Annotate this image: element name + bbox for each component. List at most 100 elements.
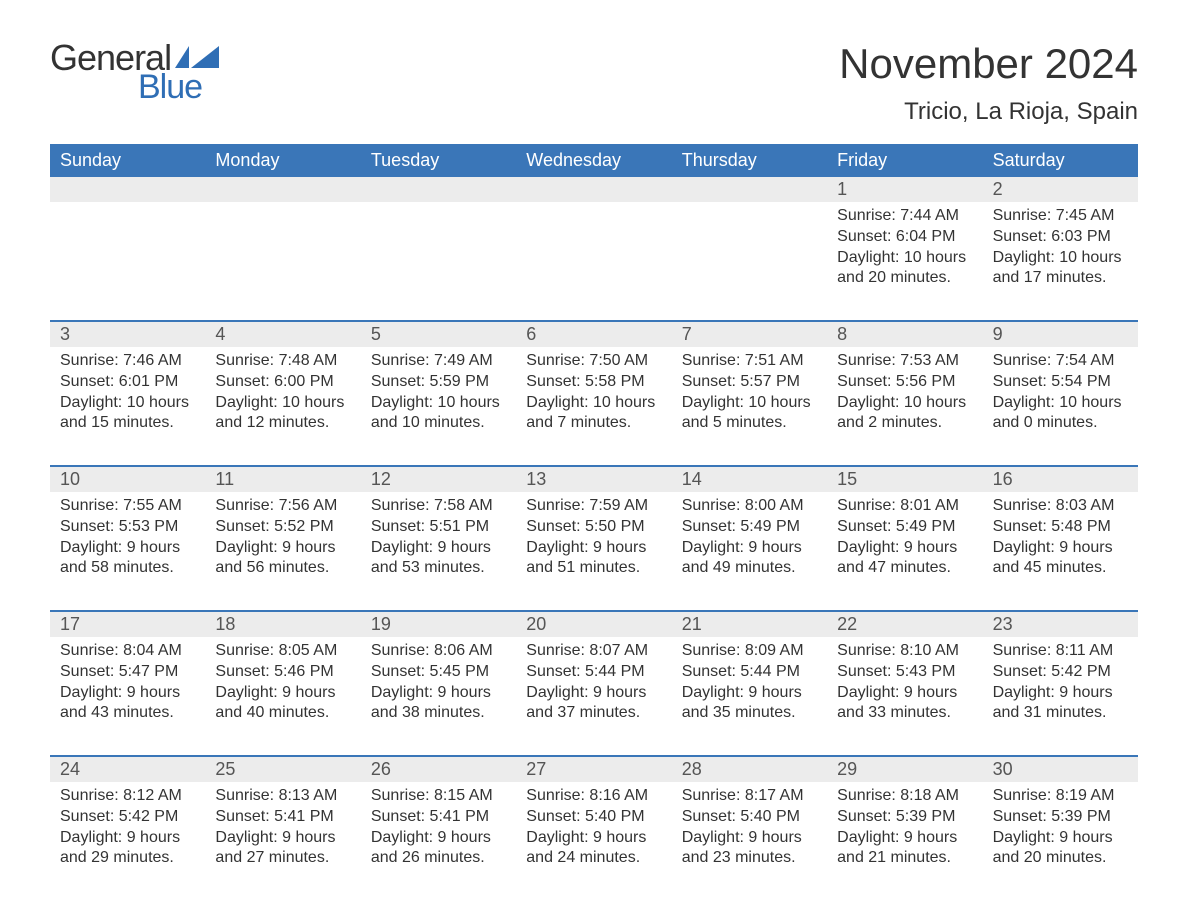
calendar-week: 12Sunrise: 7:44 AMSunset: 6:04 PMDayligh…: [50, 177, 1138, 302]
day-number: 9: [983, 322, 1138, 347]
day-cell: Sunrise: 8:16 AMSunset: 5:40 PMDaylight:…: [516, 782, 671, 875]
day-detail-line: Daylight: 9 hours: [526, 683, 661, 704]
day-number: [205, 177, 360, 202]
day-detail-line: Sunrise: 8:10 AM: [837, 641, 972, 662]
day-detail-line: Daylight: 9 hours: [837, 683, 972, 704]
day-content-row: Sunrise: 7:46 AMSunset: 6:01 PMDaylight:…: [50, 347, 1138, 447]
day-detail-line: and 37 minutes.: [526, 703, 661, 724]
day-detail-line: Sunset: 5:56 PM: [837, 372, 972, 393]
day-detail-line: Daylight: 10 hours: [682, 393, 817, 414]
day-detail-line: Sunset: 5:42 PM: [60, 807, 195, 828]
day-number: 13: [516, 467, 671, 492]
day-detail-line: Sunrise: 7:56 AM: [215, 496, 350, 517]
day-detail-line: Daylight: 9 hours: [215, 828, 350, 849]
day-detail-line: Sunrise: 8:15 AM: [371, 786, 506, 807]
day-detail-line: Sunrise: 8:16 AM: [526, 786, 661, 807]
day-detail-line: and 10 minutes.: [371, 413, 506, 434]
day-cell: Sunrise: 7:48 AMSunset: 6:00 PMDaylight:…: [205, 347, 360, 447]
day-number: 10: [50, 467, 205, 492]
day-content-row: Sunrise: 7:44 AMSunset: 6:04 PMDaylight:…: [50, 202, 1138, 302]
day-detail-line: Sunrise: 7:55 AM: [60, 496, 195, 517]
day-number: 29: [827, 757, 982, 782]
day-detail-line: and 0 minutes.: [993, 413, 1128, 434]
day-number: [50, 177, 205, 202]
day-cell: Sunrise: 8:18 AMSunset: 5:39 PMDaylight:…: [827, 782, 982, 875]
day-detail-line: Daylight: 9 hours: [682, 828, 817, 849]
weekday-header: Tuesday: [361, 144, 516, 177]
day-cell: Sunrise: 7:56 AMSunset: 5:52 PMDaylight:…: [205, 492, 360, 592]
day-detail-line: and 33 minutes.: [837, 703, 972, 724]
day-detail-line: Sunrise: 7:45 AM: [993, 206, 1128, 227]
weekday-header: Monday: [205, 144, 360, 177]
weekday-header-row: SundayMondayTuesdayWednesdayThursdayFrid…: [50, 144, 1138, 177]
day-detail-line: and 12 minutes.: [215, 413, 350, 434]
day-detail-line: Sunrise: 7:53 AM: [837, 351, 972, 372]
logo-word-2: Blue: [138, 70, 219, 104]
title-location: Tricio, La Rioja, Spain: [839, 98, 1138, 126]
day-number: 6: [516, 322, 671, 347]
day-detail-line: and 47 minutes.: [837, 558, 972, 579]
day-detail-line: Sunset: 5:52 PM: [215, 517, 350, 538]
day-detail-line: Daylight: 9 hours: [993, 538, 1128, 559]
day-detail-line: and 27 minutes.: [215, 848, 350, 869]
day-cell: Sunrise: 8:10 AMSunset: 5:43 PMDaylight:…: [827, 637, 982, 737]
day-cell: [516, 202, 671, 302]
day-detail-line: Sunset: 5:57 PM: [682, 372, 817, 393]
day-detail-line: Sunrise: 7:49 AM: [371, 351, 506, 372]
day-detail-line: and 24 minutes.: [526, 848, 661, 869]
day-detail-line: and 20 minutes.: [837, 268, 972, 289]
day-number: 7: [672, 322, 827, 347]
day-detail-line: and 5 minutes.: [682, 413, 817, 434]
day-cell: [672, 202, 827, 302]
day-detail-line: Sunset: 5:46 PM: [215, 662, 350, 683]
day-detail-line: and 45 minutes.: [993, 558, 1128, 579]
day-number: 14: [672, 467, 827, 492]
day-number: 21: [672, 612, 827, 637]
day-detail-line: Daylight: 10 hours: [526, 393, 661, 414]
day-detail-line: Daylight: 9 hours: [215, 538, 350, 559]
day-number: [361, 177, 516, 202]
day-detail-line: Sunrise: 7:46 AM: [60, 351, 195, 372]
day-detail-line: Daylight: 9 hours: [526, 538, 661, 559]
day-cell: Sunrise: 8:04 AMSunset: 5:47 PMDaylight:…: [50, 637, 205, 737]
day-detail-line: Sunrise: 8:19 AM: [993, 786, 1128, 807]
day-detail-line: Sunrise: 8:11 AM: [993, 641, 1128, 662]
day-detail-line: Sunset: 5:53 PM: [60, 517, 195, 538]
day-detail-line: Daylight: 9 hours: [837, 538, 972, 559]
day-number: 27: [516, 757, 671, 782]
day-cell: Sunrise: 8:19 AMSunset: 5:39 PMDaylight:…: [983, 782, 1138, 875]
calendar-week: 3456789Sunrise: 7:46 AMSunset: 6:01 PMDa…: [50, 320, 1138, 447]
day-cell: Sunrise: 7:51 AMSunset: 5:57 PMDaylight:…: [672, 347, 827, 447]
day-cell: Sunrise: 8:00 AMSunset: 5:49 PMDaylight:…: [672, 492, 827, 592]
day-cell: Sunrise: 8:12 AMSunset: 5:42 PMDaylight:…: [50, 782, 205, 875]
day-detail-line: and 49 minutes.: [682, 558, 817, 579]
day-number: 25: [205, 757, 360, 782]
day-cell: Sunrise: 8:17 AMSunset: 5:40 PMDaylight:…: [672, 782, 827, 875]
day-detail-line: and 29 minutes.: [60, 848, 195, 869]
day-detail-line: Daylight: 9 hours: [526, 828, 661, 849]
day-number: 8: [827, 322, 982, 347]
day-detail-line: Sunrise: 8:17 AM: [682, 786, 817, 807]
day-cell: [50, 202, 205, 302]
title-block: November 2024 Tricio, La Rioja, Spain: [839, 40, 1138, 126]
day-detail-line: and 40 minutes.: [215, 703, 350, 724]
day-detail-line: Daylight: 10 hours: [993, 393, 1128, 414]
day-detail-line: and 20 minutes.: [993, 848, 1128, 869]
day-detail-line: and 21 minutes.: [837, 848, 972, 869]
weekday-header: Sunday: [50, 144, 205, 177]
day-cell: Sunrise: 7:55 AMSunset: 5:53 PMDaylight:…: [50, 492, 205, 592]
day-detail-line: Sunrise: 8:04 AM: [60, 641, 195, 662]
day-cell: Sunrise: 7:59 AMSunset: 5:50 PMDaylight:…: [516, 492, 671, 592]
day-cell: Sunrise: 7:44 AMSunset: 6:04 PMDaylight:…: [827, 202, 982, 302]
logo: General Blue: [50, 40, 219, 104]
day-cell: Sunrise: 7:45 AMSunset: 6:03 PMDaylight:…: [983, 202, 1138, 302]
day-number: 3: [50, 322, 205, 347]
day-number-row: 3456789: [50, 320, 1138, 347]
day-cell: Sunrise: 7:58 AMSunset: 5:51 PMDaylight:…: [361, 492, 516, 592]
calendar-page: General Blue November 2024 Tricio, La Ri…: [0, 0, 1188, 915]
day-detail-line: Sunset: 5:44 PM: [682, 662, 817, 683]
top-bar: General Blue November 2024 Tricio, La Ri…: [50, 40, 1138, 126]
day-detail-line: and 35 minutes.: [682, 703, 817, 724]
calendar-grid: SundayMondayTuesdayWednesdayThursdayFrid…: [50, 144, 1138, 875]
day-detail-line: Sunrise: 7:59 AM: [526, 496, 661, 517]
